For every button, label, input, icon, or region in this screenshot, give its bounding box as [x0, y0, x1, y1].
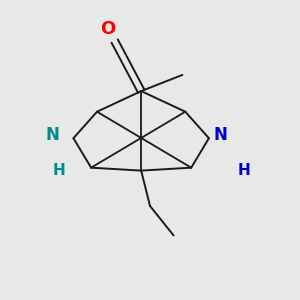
Text: H: H	[238, 163, 250, 178]
Text: O: O	[100, 20, 115, 38]
Text: N: N	[214, 126, 228, 144]
Text: N: N	[46, 126, 60, 144]
Text: H: H	[52, 163, 65, 178]
